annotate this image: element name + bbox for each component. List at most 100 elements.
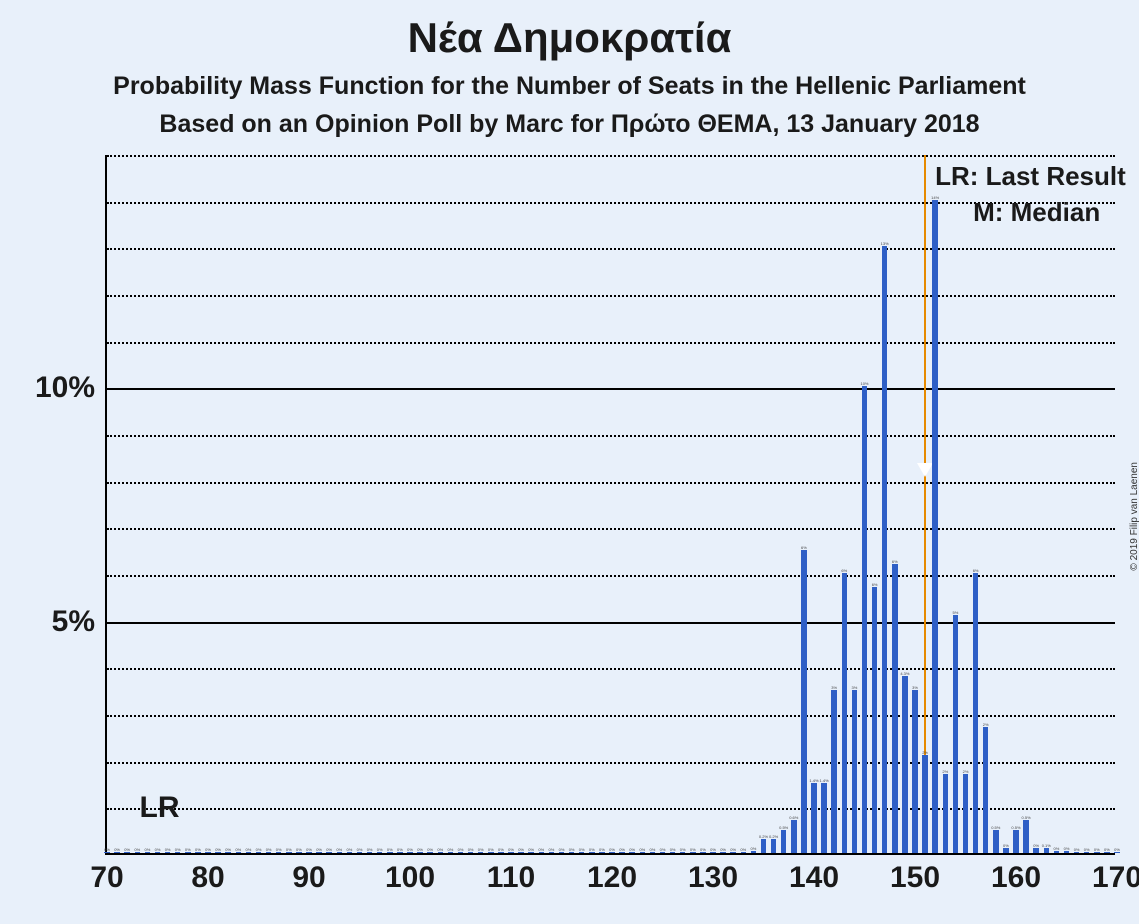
bar-value-label: 0% [730, 847, 736, 852]
bar-value-label: 0% [316, 847, 322, 852]
chart-subtitle-2: Based on an Opinion Poll by Marc for Πρώ… [0, 110, 1139, 139]
bar-value-label: 0% [104, 847, 110, 852]
bar: 0% [145, 852, 151, 853]
bar: 0% [670, 852, 676, 853]
bar: 0% [458, 852, 464, 853]
bar-value-label: 3% [912, 685, 918, 690]
bar: 13% [882, 246, 888, 853]
bar-value-label: 6% [973, 568, 979, 573]
bar-value-label: 0% [306, 847, 312, 852]
bar: 6% [801, 550, 807, 853]
bar: 4.3% [902, 676, 908, 853]
bar: 6% [892, 564, 898, 853]
bar-value-label: 0% [1094, 847, 1100, 852]
bar-value-label: 0% [1003, 843, 1009, 848]
gridline [107, 622, 1115, 624]
bar: 2% [983, 727, 989, 853]
x-tick-label: 170 [1092, 853, 1139, 895]
bar: 0% [680, 852, 686, 853]
bar-value-label: 0% [407, 847, 413, 852]
bar-value-label: 0% [710, 847, 716, 852]
bar-value-label: 1.4% [820, 778, 829, 783]
bar-value-label: 0% [205, 847, 211, 852]
y-tick-label: 10% [35, 371, 107, 405]
bar: 2% [922, 755, 928, 853]
bar-value-label: 0% [468, 847, 474, 852]
gridline [107, 295, 1115, 297]
gridline [107, 388, 1115, 390]
bar-value-label: 0% [155, 847, 161, 852]
bar: 3% [831, 690, 837, 853]
bar: 0% [569, 852, 575, 853]
bar: 0% [448, 852, 454, 853]
bar: 0% [660, 852, 666, 853]
bar-value-label: 0% [286, 847, 292, 852]
bar: 6% [842, 573, 848, 853]
bar: 0% [468, 852, 474, 853]
bar: 0% [326, 852, 332, 853]
bar-value-label: 0% [266, 847, 272, 852]
bar-value-label: 0% [124, 847, 130, 852]
bar-value-label: 0% [508, 847, 514, 852]
bar-value-label: 0% [1074, 847, 1080, 852]
plot-area: 0% 0% 0% 0% 0% 0% 0% 0% 0% 0% 0% 0% 0% 0% 0% 0% 0% 0% 0% 0%… [105, 155, 1115, 855]
bar-value-label: 14% [931, 195, 939, 200]
bar-value-label: 0% [1084, 847, 1090, 852]
bar-value-label: 0.6% [789, 815, 798, 820]
bar-value-label: 0% [235, 847, 241, 852]
x-tick-label: 110 [487, 853, 535, 895]
bar-value-label: 0% [427, 847, 433, 852]
bar-value-label: 0.2% [769, 834, 778, 839]
bar-value-label: 0% [1114, 847, 1120, 852]
bar: 0.5% [781, 830, 787, 853]
bar: 0% [246, 852, 252, 853]
bar: 0% [1054, 851, 1060, 853]
bar: 0.5% [993, 830, 999, 853]
bar-value-label: 0% [660, 847, 666, 852]
bar: 0% [135, 852, 141, 853]
bar-value-label: 0% [165, 847, 171, 852]
bar: 0% [751, 851, 757, 853]
bar-value-label: 3% [831, 685, 837, 690]
bar: 0.5% [1023, 820, 1029, 853]
bar-value-label: 0% [134, 847, 140, 852]
bar-value-label: 0% [387, 847, 393, 852]
bar-value-label: 0% [548, 847, 554, 852]
bar: 0% [347, 852, 353, 853]
bar-value-label: 0% [579, 847, 585, 852]
bar-value-label: 0.5% [1011, 825, 1020, 830]
bar: 2% [963, 774, 969, 853]
bar-value-label: 0% [336, 847, 342, 852]
bar: 2% [943, 774, 949, 853]
gridline [107, 762, 1115, 764]
bar-value-label: 6% [841, 568, 847, 573]
bar-value-label: 0.2% [759, 834, 768, 839]
bar: 0% [1064, 851, 1070, 853]
bar: 6% [872, 587, 878, 853]
bar-value-label: 0% [559, 847, 565, 852]
bar: 0% [286, 852, 292, 853]
bar-value-label: 0.1% [1042, 843, 1051, 848]
bar: 0% [276, 852, 282, 853]
bar: 0.1% [1044, 848, 1050, 853]
gridline [107, 202, 1115, 204]
bar-value-label: 0% [670, 847, 676, 852]
bar-value-label: 0% [225, 847, 231, 852]
bar-value-label: 2% [922, 750, 928, 755]
bar-value-label: 0% [256, 847, 262, 852]
bar-value-label: 0% [680, 847, 686, 852]
bar: 0% [539, 852, 545, 853]
bar: 1.4% [821, 783, 827, 853]
bar: 0% [579, 852, 585, 853]
bar: 3% [852, 690, 858, 853]
y-tick-label: 5% [52, 605, 107, 639]
bar-value-label: 5% [952, 610, 958, 615]
bar-value-label: 0% [690, 847, 696, 852]
bar-value-label: 0% [629, 847, 635, 852]
bar-value-label: 6% [872, 582, 878, 587]
bar-value-label: 0% [1053, 846, 1059, 851]
bar: 0% [357, 852, 363, 853]
lr-marker-label: LR [140, 791, 180, 825]
gridline [107, 715, 1115, 717]
gridline [107, 342, 1115, 344]
